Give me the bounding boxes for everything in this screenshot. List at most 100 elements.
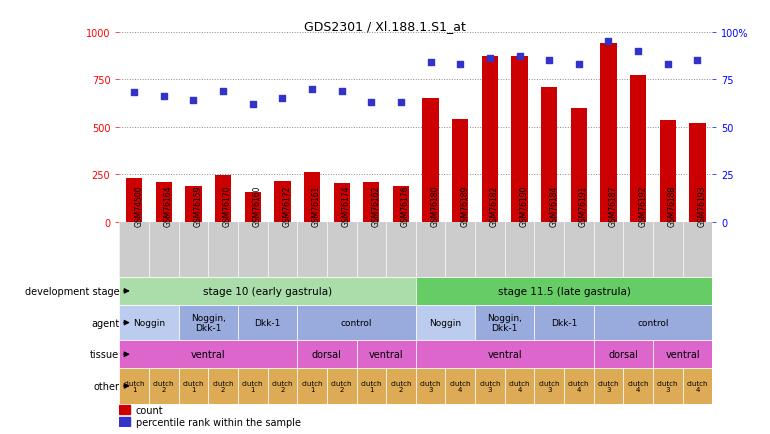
Text: clutch
4: clutch 4	[568, 380, 590, 392]
Text: GSM76176: GSM76176	[401, 185, 410, 227]
Bar	[357, 341, 416, 368]
Bar	[238, 305, 297, 341]
Text: GSM76170: GSM76170	[223, 185, 232, 227]
Text: Dkk-1: Dkk-1	[551, 319, 578, 327]
Text: GSM76162: GSM76162	[371, 185, 380, 227]
Point	[602, 39, 614, 46]
Bar	[304, 173, 320, 222]
Bar	[416, 277, 712, 305]
Text: Dkk-1: Dkk-1	[254, 319, 281, 327]
Text: other: other	[93, 381, 119, 391]
Bar	[126, 178, 142, 222]
Point	[454, 61, 467, 68]
Text: dorsal: dorsal	[608, 349, 638, 359]
Text: count: count	[136, 405, 163, 415]
Text: clutch
2: clutch 2	[331, 380, 353, 392]
Bar	[534, 305, 594, 341]
Text: clutch
1: clutch 1	[242, 380, 263, 392]
Bar	[186, 187, 202, 222]
Text: clutch
2: clutch 2	[153, 380, 175, 392]
Text: clutch
1: clutch 1	[360, 380, 382, 392]
Text: clutch
2: clutch 2	[213, 380, 234, 392]
Bar	[363, 182, 380, 222]
Bar	[416, 341, 594, 368]
Text: GSM76182: GSM76182	[490, 185, 499, 227]
Text: clutch
1: clutch 1	[123, 380, 145, 392]
Bar	[482, 57, 498, 222]
Bar	[208, 368, 238, 404]
Bar	[357, 368, 386, 404]
Text: GSM76164: GSM76164	[164, 185, 172, 227]
Bar	[179, 368, 208, 404]
Text: agent: agent	[91, 318, 119, 328]
Text: percentile rank within the sample: percentile rank within the sample	[136, 417, 301, 427]
Text: ventral: ventral	[487, 349, 522, 359]
Text: Noggin: Noggin	[133, 319, 165, 327]
Point	[543, 58, 555, 65]
Bar	[564, 368, 594, 404]
Point	[661, 61, 674, 68]
Text: control: control	[341, 319, 372, 327]
Point	[128, 90, 140, 97]
Bar	[274, 181, 290, 222]
Text: tissue: tissue	[90, 349, 119, 359]
Text: GSM76187: GSM76187	[608, 185, 618, 227]
Text: clutch
2: clutch 2	[272, 380, 293, 392]
Bar	[119, 405, 130, 414]
Point	[187, 97, 199, 104]
Point	[484, 56, 496, 62]
Text: clutch
4: clutch 4	[628, 380, 649, 392]
Text: GSM74500: GSM74500	[134, 185, 143, 227]
Text: GSM76180: GSM76180	[430, 185, 440, 227]
Point	[217, 88, 229, 95]
Bar	[119, 277, 416, 305]
Text: stage 11.5 (late gastrula): stage 11.5 (late gastrula)	[497, 286, 631, 296]
Text: GSM76174: GSM76174	[342, 185, 350, 227]
Bar	[541, 88, 557, 222]
Text: ventral: ventral	[369, 349, 403, 359]
Bar	[534, 368, 564, 404]
Bar	[297, 305, 416, 341]
Point	[514, 54, 526, 61]
Bar	[393, 187, 409, 222]
Text: clutch
4: clutch 4	[509, 380, 531, 392]
Bar	[623, 368, 653, 404]
Text: dorsal: dorsal	[312, 349, 342, 359]
Point	[424, 59, 437, 66]
Text: GSM76190: GSM76190	[520, 185, 528, 227]
Bar	[119, 418, 130, 426]
Text: ventral: ventral	[191, 349, 226, 359]
Point	[306, 86, 318, 93]
Bar	[630, 76, 646, 222]
Bar	[416, 368, 445, 404]
Bar	[297, 341, 357, 368]
Point	[158, 94, 170, 101]
Text: GDS2301 / Xl.188.1.S1_at: GDS2301 / Xl.188.1.S1_at	[304, 20, 466, 33]
Bar	[475, 368, 505, 404]
Text: Noggin: Noggin	[430, 319, 461, 327]
Text: clutch
3: clutch 3	[479, 380, 500, 392]
Text: ventral: ventral	[665, 349, 700, 359]
Text: clutch
2: clutch 2	[390, 380, 412, 392]
Bar	[326, 368, 357, 404]
Text: GSM76189: GSM76189	[460, 185, 469, 227]
Bar	[511, 57, 527, 222]
Bar	[238, 368, 268, 404]
Text: clutch
4: clutch 4	[687, 380, 708, 392]
Bar	[119, 305, 179, 341]
Bar	[475, 305, 534, 341]
Text: GSM76160: GSM76160	[253, 185, 262, 227]
Bar	[149, 368, 179, 404]
Point	[336, 88, 348, 95]
Bar	[416, 305, 475, 341]
Bar	[653, 341, 712, 368]
Text: Noggin,
Dkk-1: Noggin, Dkk-1	[487, 313, 522, 332]
Text: GSM76161: GSM76161	[312, 185, 321, 227]
Bar	[245, 193, 261, 222]
Bar	[660, 121, 676, 222]
Point	[365, 99, 377, 106]
Bar	[333, 183, 350, 222]
Bar	[445, 368, 475, 404]
Point	[246, 101, 259, 108]
Bar	[571, 108, 587, 222]
